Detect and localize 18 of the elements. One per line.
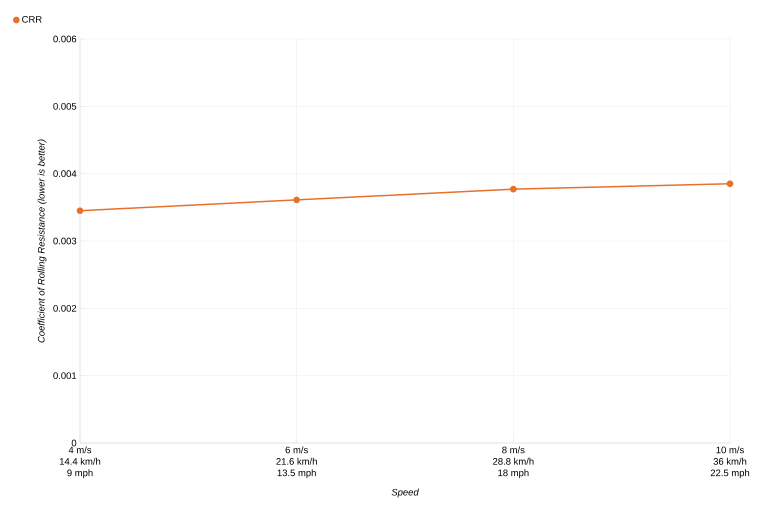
y-tick-label: 0.005 [53,102,76,110]
x-tick-label: 10 m/s 36 km/h 22.5 mph [710,446,750,478]
y-tick-label: 0.001 [53,372,76,380]
x-tick-label: 8 m/s 28.8 km/h 18 mph [493,446,534,478]
y-tick-label: 0 [72,440,76,446]
point [726,180,734,188]
x-axis-title: Speed [392,488,419,498]
y-tick-label: 0.004 [53,170,76,178]
x-tick-label: 6 m/s 21.6 km/h 13.5 mph [276,446,317,478]
point [293,196,300,204]
y-tick-label: 0.002 [53,304,76,312]
point [76,207,84,214]
point [510,186,517,192]
y-axis-title: Coefficient of Rolling Resistance (lower is better) [38,140,46,343]
y-tick-label: 0.003 [53,238,76,244]
x-tick-label: 4 m/s 14.4 km/h 9 mph [60,446,100,478]
legend-label: CRR [22,16,42,23]
y-tick-label: 0.006 [53,36,76,42]
